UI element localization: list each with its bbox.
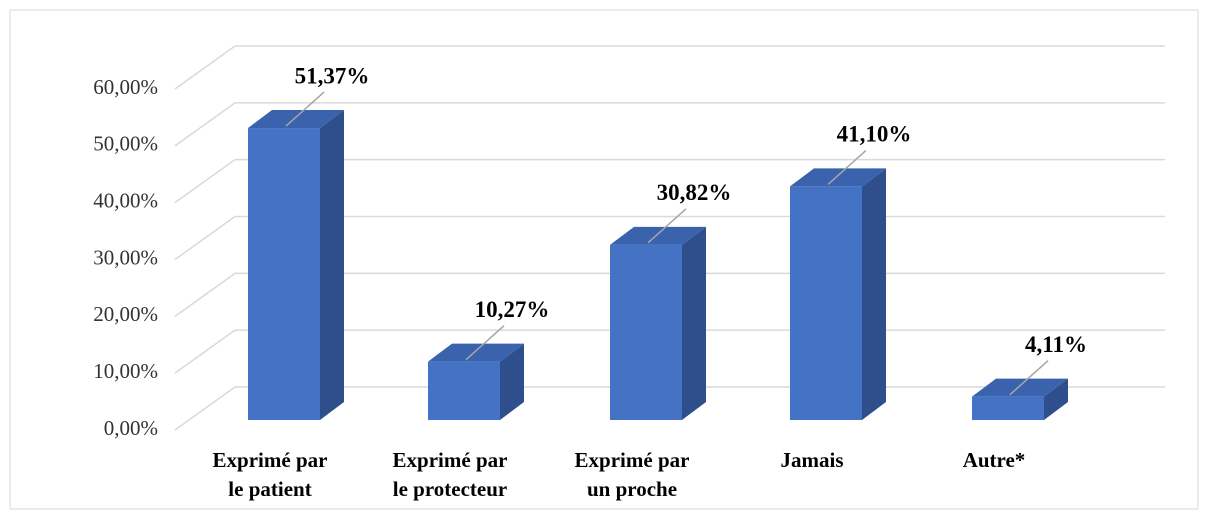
- grid-line: [174, 45, 1165, 90]
- x-tick-label: Exprimé par: [393, 448, 508, 472]
- bar: [428, 361, 500, 420]
- y-tick-label: 30,00%: [93, 245, 158, 269]
- x-tick-label: Exprimé par: [575, 448, 690, 472]
- leader-line: [285, 91, 325, 127]
- y-tick-label: 50,00%: [93, 132, 158, 156]
- y-tick-label: 10,00%: [93, 359, 158, 383]
- value-label: 4,11%: [1025, 332, 1087, 357]
- bar-side: [320, 110, 344, 420]
- bar-top: [248, 110, 344, 129]
- bar: [972, 396, 1044, 420]
- x-tick-label: le protecteur: [393, 477, 507, 501]
- x-tick-label: Exprimé par: [213, 448, 328, 472]
- value-label: 10,27%: [475, 297, 550, 322]
- value-label: 51,37%: [295, 63, 370, 88]
- y-tick-label: 20,00%: [93, 302, 158, 326]
- bar: [248, 128, 320, 420]
- x-tick-label: Autre*: [963, 448, 1026, 472]
- chart-frame: [9, 9, 1199, 510]
- bar-top: [790, 168, 886, 187]
- value-label: 30,82%: [657, 180, 732, 205]
- bar-side: [862, 168, 886, 420]
- grid-line: [174, 102, 1165, 147]
- bar-side: [682, 226, 706, 420]
- bar-side: [1044, 378, 1068, 420]
- y-tick-label: 0,00%: [104, 416, 158, 440]
- bar-side: [500, 343, 524, 420]
- leader-line: [1009, 360, 1049, 396]
- value-label: 41,10%: [837, 122, 912, 147]
- leader-line: [465, 325, 505, 361]
- x-tick-label: le patient: [228, 477, 311, 501]
- y-tick-label: 40,00%: [93, 188, 158, 212]
- x-tick-label: Jamais: [781, 448, 844, 472]
- bar-top: [972, 378, 1068, 397]
- x-tick-label: un proche: [587, 477, 677, 501]
- bar-top: [428, 343, 524, 362]
- bar: [610, 244, 682, 420]
- leader-line: [647, 208, 687, 244]
- leader-line: [827, 149, 867, 185]
- bar: [790, 186, 862, 420]
- bar-top: [610, 226, 706, 245]
- y-tick-label: 60,00%: [93, 75, 158, 99]
